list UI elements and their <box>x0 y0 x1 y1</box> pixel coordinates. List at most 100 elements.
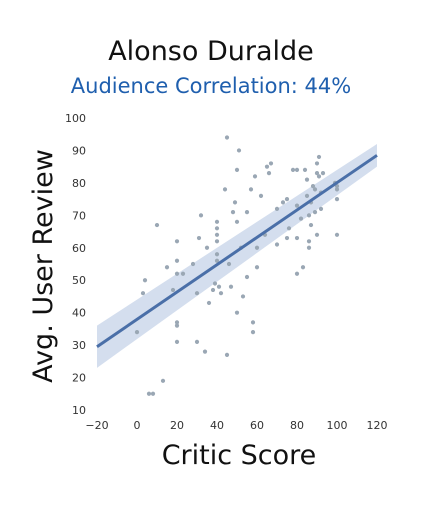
data-point <box>314 161 320 166</box>
data-point <box>206 300 212 306</box>
data-point <box>160 378 166 383</box>
data-point <box>252 174 258 179</box>
regression-line <box>96 154 378 348</box>
data-point <box>280 200 286 205</box>
data-point <box>300 265 306 270</box>
y-axis-label: Avg. User Review <box>28 149 59 383</box>
data-point <box>268 161 274 166</box>
data-point <box>196 235 202 241</box>
data-point <box>294 235 300 241</box>
data-point <box>314 232 320 237</box>
y-tick-label: 90 <box>72 144 86 157</box>
data-point <box>214 239 220 244</box>
y-tick-label: 100 <box>65 112 86 125</box>
data-point <box>244 274 250 280</box>
data-point <box>258 193 264 198</box>
y-tick-label: 60 <box>72 242 86 255</box>
data-point <box>150 391 156 396</box>
data-point <box>234 167 240 173</box>
data-point <box>316 154 322 160</box>
points-layer <box>134 135 340 396</box>
data-point <box>254 245 260 250</box>
data-point <box>274 242 280 247</box>
data-point <box>194 339 200 344</box>
data-point <box>154 222 160 228</box>
chart-subtitle: Audience Correlation: 44% <box>70 74 352 98</box>
data-point <box>312 209 318 215</box>
data-point <box>248 187 254 192</box>
data-point <box>320 171 326 176</box>
data-point <box>250 330 256 335</box>
data-point <box>164 265 170 270</box>
data-point <box>286 226 292 231</box>
x-tick-label: 0 <box>134 419 141 432</box>
y-tick-label: 30 <box>72 339 86 352</box>
x-axis-label: Critic Score <box>162 440 317 471</box>
confidence-band <box>97 143 377 368</box>
data-point <box>312 187 318 192</box>
data-point <box>210 287 216 293</box>
data-point <box>294 203 300 208</box>
y-tick-label: 40 <box>72 307 86 320</box>
x-tick-labels: −20 0 20 40 60 80 100 120 <box>85 419 387 432</box>
data-point <box>266 171 272 176</box>
data-point <box>214 232 220 237</box>
data-point <box>224 352 230 357</box>
data-point <box>308 222 314 228</box>
y-tick-label: 50 <box>72 274 86 287</box>
data-point <box>214 219 220 224</box>
x-tick-label: 100 <box>327 419 348 432</box>
data-point <box>174 339 180 344</box>
chart-title: Alonso Duralde <box>108 36 314 67</box>
data-point <box>230 209 236 215</box>
data-point <box>310 184 316 189</box>
data-point <box>146 391 152 396</box>
data-point <box>174 258 180 263</box>
data-point <box>284 197 290 202</box>
data-point <box>224 135 230 140</box>
data-point <box>236 148 242 153</box>
data-point <box>174 323 180 328</box>
data-point <box>334 197 340 202</box>
y-tick-label: 10 <box>72 404 86 417</box>
data-point <box>218 291 224 296</box>
y-tick-label: 20 <box>72 372 86 385</box>
data-point <box>306 245 312 250</box>
data-point <box>284 235 290 241</box>
data-point <box>134 330 140 335</box>
data-point <box>240 294 246 299</box>
data-point <box>304 177 310 182</box>
x-tick-label: 20 <box>170 419 184 432</box>
x-tick-label: 60 <box>250 419 264 432</box>
data-point <box>306 213 312 218</box>
data-point <box>198 213 204 218</box>
data-point <box>298 216 304 221</box>
data-point <box>222 187 228 192</box>
y-tick-labels: 10 20 30 40 50 60 70 80 90 100 <box>65 112 86 417</box>
data-point <box>250 320 256 325</box>
data-point <box>232 200 238 205</box>
data-point <box>142 278 148 283</box>
data-point <box>294 167 300 173</box>
confidence-band-layer <box>97 143 377 368</box>
data-point <box>304 193 310 198</box>
data-point <box>204 245 210 250</box>
data-point <box>290 167 296 173</box>
data-point <box>316 174 322 179</box>
data-point <box>174 239 180 244</box>
x-tick-label: 40 <box>210 419 224 432</box>
data-point <box>226 261 232 267</box>
data-point <box>306 239 312 244</box>
data-point <box>202 349 208 354</box>
data-point <box>214 258 220 263</box>
y-tick-label: 70 <box>72 209 86 222</box>
data-point <box>254 265 260 270</box>
data-point <box>294 271 300 276</box>
x-tick-label: 120 <box>367 419 388 432</box>
data-point <box>314 171 320 176</box>
regression-layer <box>96 154 378 348</box>
data-point <box>214 226 220 231</box>
data-point <box>334 187 340 192</box>
data-point <box>244 209 250 215</box>
data-point <box>302 167 308 173</box>
